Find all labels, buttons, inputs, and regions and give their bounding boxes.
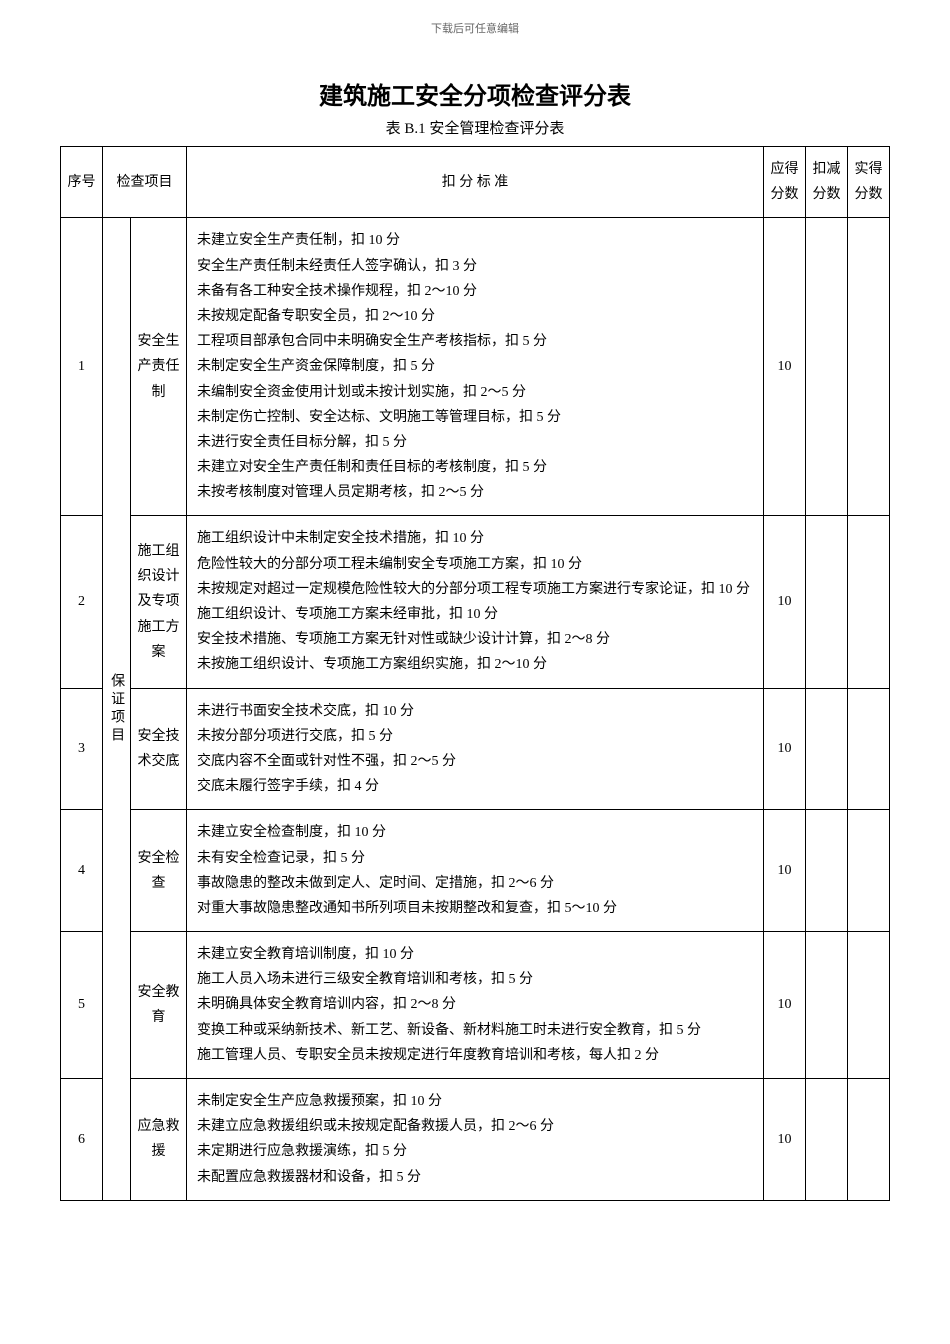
criteria-line: 事故隐患的整改未做到定人、定时间、定措施，扣 2～6 分 (197, 871, 753, 896)
main-title: 建筑施工安全分项检查评分表 (60, 76, 890, 111)
criteria-cell: 未建立安全教育培训制度，扣 10 分施工人员入场未进行三级安全教育培训和考核，扣… (187, 932, 764, 1079)
seq-cell: 6 (61, 1079, 103, 1201)
table-row: 6 应急救援未制定安全生产应急救援预案，扣 10 分未建立应急救援组织或未按规定配… (61, 1079, 890, 1201)
due-score-cell: 10 (764, 218, 806, 516)
criteria-cell: 施工组织设计中未制定安全技术措施，扣 10 分危险性较大的分部分项工程未编制安全… (187, 516, 764, 688)
table-header-row: 序号 检查项目 扣 分 标 准 应得分数 扣减分数 实得分数 (61, 147, 890, 218)
scoring-table: 序号 检查项目 扣 分 标 准 应得分数 扣减分数 实得分数 1保证项目安全生产… (60, 146, 890, 1201)
criteria-line: 施工人员入场未进行三级安全教育培训和考核，扣 5 分 (197, 967, 753, 992)
item-cell: 安全技术交底 (131, 688, 187, 810)
criteria-line: 施工组织设计中未制定安全技术措施，扣 10 分 (197, 526, 753, 551)
criteria-line: 未配置应急救援器材和设备，扣 5 分 (197, 1165, 753, 1190)
criteria-line: 工程项目部承包合同中未明确安全生产考核指标，扣 5 分 (197, 329, 753, 354)
criteria-line: 未制定安全生产资金保障制度，扣 5 分 (197, 354, 753, 379)
category-cell: 保证项目 (103, 218, 131, 1200)
criteria-line: 交底未履行签字手续，扣 4 分 (197, 774, 753, 799)
actual-score-cell (848, 1079, 890, 1201)
deduct-score-cell (806, 688, 848, 810)
criteria-line: 未制定伤亡控制、安全达标、文明施工等管理目标，扣 5 分 (197, 405, 753, 430)
col-header-check-item: 检查项目 (103, 147, 187, 218)
due-score-cell: 10 (764, 516, 806, 688)
col-header-actual-score: 实得分数 (848, 147, 890, 218)
item-cell: 安全教育 (131, 932, 187, 1079)
deduct-score-cell (806, 1079, 848, 1201)
criteria-line: 未制定安全生产应急救援预案，扣 10 分 (197, 1089, 753, 1114)
criteria-line: 未定期进行应急救援演练，扣 5 分 (197, 1139, 753, 1164)
criteria-line: 危险性较大的分部分项工程未编制安全专项施工方案，扣 10 分 (197, 552, 753, 577)
item-cell: 应急救援 (131, 1079, 187, 1201)
criteria-line: 未明确具体安全教育培训内容，扣 2～8 分 (197, 992, 753, 1017)
deduct-score-cell (806, 932, 848, 1079)
criteria-line: 未按施工组织设计、专项施工方案组织实施，扣 2～10 分 (197, 652, 753, 677)
criteria-cell: 未建立安全检查制度，扣 10 分未有安全检查记录，扣 5 分事故隐患的整改未做到… (187, 810, 764, 932)
table-row: 5 安全教育未建立安全教育培训制度，扣 10 分施工人员入场未进行三级安全教育培训… (61, 932, 890, 1079)
criteria-line: 未按规定配备专职安全员，扣 2～10 分 (197, 304, 753, 329)
due-score-cell: 10 (764, 810, 806, 932)
col-header-criteria: 扣 分 标 准 (187, 147, 764, 218)
criteria-line: 未建立安全教育培训制度，扣 10 分 (197, 942, 753, 967)
criteria-line: 未进行安全责任目标分解，扣 5 分 (197, 430, 753, 455)
table-row: 2 施工组织设计及专项施工方案施工组织设计中未制定安全技术措施，扣 10 分危险性… (61, 516, 890, 688)
seq-cell: 4 (61, 810, 103, 932)
deduct-score-cell (806, 516, 848, 688)
seq-cell: 2 (61, 516, 103, 688)
criteria-line: 未按考核制度对管理人员定期考核，扣 2～5 分 (197, 480, 753, 505)
sub-title: 表 B.1 安全管理检查评分表 (60, 117, 890, 138)
actual-score-cell (848, 932, 890, 1079)
table-row: 4 安全检查未建立安全检查制度，扣 10 分未有安全检查记录，扣 5 分事故隐患的… (61, 810, 890, 932)
criteria-line: 安全技术措施、专项施工方案无针对性或缺少设计计算，扣 2～8 分 (197, 627, 753, 652)
criteria-line: 变换工种或采纳新技术、新工艺、新设备、新材料施工时未进行安全教育，扣 5 分 (197, 1018, 753, 1043)
criteria-line: 未按规定对超过一定规模危险性较大的分部分项工程专项施工方案进行专家论证，扣 10… (197, 577, 753, 602)
criteria-cell: 未制定安全生产应急救援预案，扣 10 分未建立应急救援组织或未按规定配备救援人员… (187, 1079, 764, 1201)
actual-score-cell (848, 688, 890, 810)
criteria-line: 对重大事故隐患整改通知书所列项目未按期整改和复查，扣 5～10 分 (197, 896, 753, 921)
due-score-cell: 10 (764, 1079, 806, 1201)
actual-score-cell (848, 516, 890, 688)
item-cell: 安全检查 (131, 810, 187, 932)
header-note: 下载后可任意编辑 (60, 20, 890, 36)
criteria-line: 施工管理人员、专职安全员未按规定进行年度教育培训和考核，每人扣 2 分 (197, 1043, 753, 1068)
criteria-line: 未建立安全生产责任制，扣 10 分 (197, 228, 753, 253)
table-row: 3 安全技术交底未进行书面安全技术交底，扣 10 分未按分部分项进行交底，扣 5 … (61, 688, 890, 810)
due-score-cell: 10 (764, 932, 806, 1079)
deduct-score-cell (806, 810, 848, 932)
criteria-line: 未建立应急救援组织或未按规定配备救援人员，扣 2～6 分 (197, 1114, 753, 1139)
table-row: 1保证项目安全生产责任制未建立安全生产责任制，扣 10 分安全生产责任制未经责任… (61, 218, 890, 516)
criteria-line: 施工组织设计、专项施工方案未经审批，扣 10 分 (197, 602, 753, 627)
criteria-line: 未进行书面安全技术交底，扣 10 分 (197, 699, 753, 724)
criteria-line: 未按分部分项进行交底，扣 5 分 (197, 724, 753, 749)
criteria-line: 未备有各工种安全技术操作规程，扣 2～10 分 (197, 279, 753, 304)
seq-cell: 1 (61, 218, 103, 516)
actual-score-cell (848, 218, 890, 516)
actual-score-cell (848, 810, 890, 932)
item-cell: 施工组织设计及专项施工方案 (131, 516, 187, 688)
item-cell: 安全生产责任制 (131, 218, 187, 516)
criteria-line: 未有安全检查记录，扣 5 分 (197, 846, 753, 871)
deduct-score-cell (806, 218, 848, 516)
criteria-cell: 未建立安全生产责任制，扣 10 分安全生产责任制未经责任人签字确认，扣 3 分未… (187, 218, 764, 516)
criteria-line: 未编制安全资金使用计划或未按计划实施，扣 2～5 分 (197, 380, 753, 405)
due-score-cell: 10 (764, 688, 806, 810)
criteria-line: 交底内容不全面或针对性不强，扣 2～5 分 (197, 749, 753, 774)
criteria-line: 安全生产责任制未经责任人签字确认，扣 3 分 (197, 254, 753, 279)
table-body: 1保证项目安全生产责任制未建立安全生产责任制，扣 10 分安全生产责任制未经责任… (61, 218, 890, 1200)
col-header-seq: 序号 (61, 147, 103, 218)
seq-cell: 5 (61, 932, 103, 1079)
criteria-cell: 未进行书面安全技术交底，扣 10 分未按分部分项进行交底，扣 5 分交底内容不全… (187, 688, 764, 810)
col-header-deduct-score: 扣减分数 (806, 147, 848, 218)
criteria-line: 未建立安全检查制度，扣 10 分 (197, 820, 753, 845)
col-header-due-score: 应得分数 (764, 147, 806, 218)
seq-cell: 3 (61, 688, 103, 810)
criteria-line: 未建立对安全生产责任制和责任目标的考核制度，扣 5 分 (197, 455, 753, 480)
